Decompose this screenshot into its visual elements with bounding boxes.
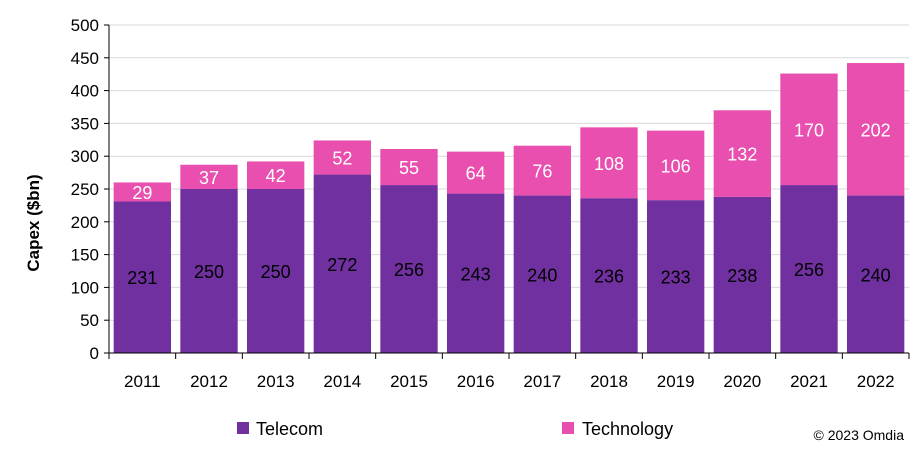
data-label-telecom-2021: 256 bbox=[794, 260, 824, 280]
data-label-telecom-2017: 240 bbox=[527, 265, 557, 285]
bar-telecom-2019 bbox=[647, 200, 705, 353]
bar-technology-2019 bbox=[647, 130, 705, 201]
y-tick-label: 100 bbox=[71, 278, 99, 297]
data-label-technology-2022: 202 bbox=[861, 120, 891, 140]
bar-technology-2014 bbox=[313, 140, 371, 175]
gridlines bbox=[109, 24, 909, 321]
y-tick-label: 200 bbox=[71, 213, 99, 232]
bar-telecom-2017 bbox=[513, 195, 571, 353]
data-label-technology-2013: 42 bbox=[266, 166, 286, 186]
data-label-technology-2016: 64 bbox=[466, 164, 486, 184]
y-tick-label: 450 bbox=[71, 49, 99, 68]
bar-technology-2021 bbox=[780, 73, 838, 186]
x-tick-label: 2019 bbox=[657, 372, 695, 391]
x-tick-label: 2022 bbox=[857, 372, 895, 391]
bar-telecom-2014 bbox=[313, 174, 371, 353]
data-label-telecom-2019: 233 bbox=[661, 268, 691, 288]
bars bbox=[113, 63, 905, 353]
data-label-telecom-2015: 256 bbox=[394, 260, 424, 280]
bar-technology-2020 bbox=[713, 110, 771, 197]
bar-technology-2018 bbox=[580, 127, 638, 199]
y-axis-title: Capex ($bn) bbox=[24, 174, 43, 271]
x-tick-label: 2013 bbox=[257, 372, 295, 391]
legend-label-telecom: Telecom bbox=[256, 419, 323, 439]
data-label-technology-2021: 170 bbox=[794, 120, 824, 140]
y-tick-label: 50 bbox=[80, 311, 99, 330]
legend-label-technology: Technology bbox=[582, 419, 673, 439]
data-label-technology-2015: 55 bbox=[399, 158, 419, 178]
data-label-telecom-2018: 236 bbox=[594, 267, 624, 287]
bar-telecom-2013 bbox=[247, 189, 305, 353]
legend-swatch-technology bbox=[562, 422, 574, 434]
data-label-technology-2017: 76 bbox=[532, 162, 552, 182]
data-label-technology-2019: 106 bbox=[661, 156, 691, 176]
bar-technology-2016 bbox=[447, 151, 505, 194]
data-label-technology-2018: 108 bbox=[594, 154, 624, 174]
y-tick-label: 300 bbox=[71, 147, 99, 166]
data-labels: 231 29 250 37 250 42 272 52 256 55 243 64 240 76 236 10… bbox=[127, 120, 890, 288]
data-label-telecom-2020: 238 bbox=[727, 266, 757, 286]
x-tick-label: 2017 bbox=[523, 372, 561, 391]
bar-technology-2013 bbox=[247, 161, 305, 189]
bar-technology-2022 bbox=[847, 63, 905, 196]
data-label-telecom-2014: 272 bbox=[327, 255, 357, 275]
legend-swatch-telecom bbox=[237, 422, 249, 434]
data-label-technology-2020: 132 bbox=[727, 145, 757, 165]
bar-telecom-2012 bbox=[180, 189, 238, 353]
x-tick-label: 2015 bbox=[390, 372, 428, 391]
x-tick-label: 2011 bbox=[124, 372, 161, 391]
bar-telecom-2018 bbox=[580, 198, 638, 353]
x-tick-label: 2014 bbox=[323, 372, 361, 391]
y-tick-label: 500 bbox=[71, 16, 99, 35]
copyright-notice: © 2023 Omdia bbox=[813, 427, 904, 443]
y-tick-label: 0 bbox=[90, 344, 99, 363]
data-label-telecom-2016: 243 bbox=[461, 264, 491, 284]
y-tick-label: 250 bbox=[71, 180, 99, 199]
data-label-telecom-2013: 250 bbox=[261, 262, 291, 282]
bar-telecom-2016 bbox=[447, 193, 505, 353]
x-tick-label: 2021 bbox=[790, 372, 828, 391]
data-label-technology-2011: 29 bbox=[132, 183, 152, 203]
x-tick-label: 2020 bbox=[723, 372, 761, 391]
bar-technology-2012 bbox=[180, 164, 238, 189]
y-tick-label: 350 bbox=[71, 114, 99, 133]
x-tick-label: 2018 bbox=[590, 372, 628, 391]
data-label-telecom-2011: 231 bbox=[127, 268, 157, 288]
data-label-telecom-2012: 250 bbox=[194, 262, 224, 282]
bar-telecom-2022 bbox=[847, 195, 905, 353]
bar-telecom-2011 bbox=[113, 201, 171, 353]
bar-technology-2015 bbox=[380, 148, 438, 186]
data-label-technology-2014: 52 bbox=[332, 149, 352, 169]
x-tick-label: 2012 bbox=[190, 372, 228, 391]
y-tick-label: 150 bbox=[71, 246, 99, 265]
data-label-technology-2012: 37 bbox=[199, 168, 219, 188]
data-label-telecom-2022: 240 bbox=[861, 265, 891, 285]
bar-telecom-2020 bbox=[713, 196, 771, 353]
bar-technology-2011 bbox=[113, 182, 171, 202]
bar-technology-2017 bbox=[513, 145, 571, 196]
bar-telecom-2021 bbox=[780, 185, 838, 353]
legend: Telecom Technology bbox=[237, 419, 673, 439]
y-tick-label: 400 bbox=[71, 82, 99, 101]
bar-telecom-2015 bbox=[380, 185, 438, 353]
x-tick-label: 2016 bbox=[457, 372, 495, 391]
axes: 0 50 100 150 200 250 300 350 400 450 500 2011 2012 20… bbox=[71, 16, 910, 391]
